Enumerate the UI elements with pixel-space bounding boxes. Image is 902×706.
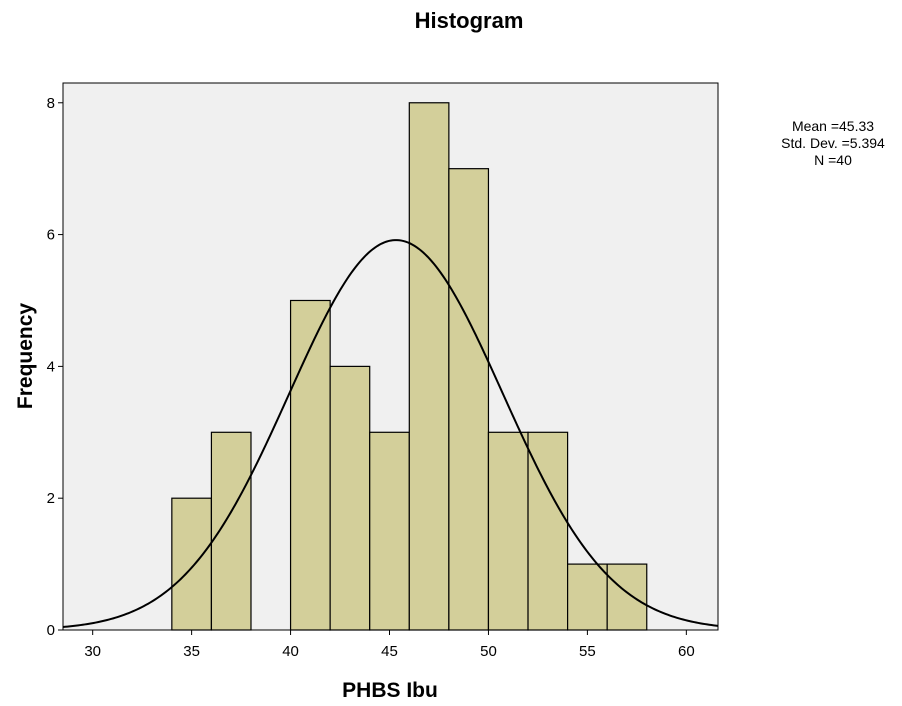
histogram-bar	[408, 102, 450, 631]
x-tick-label: 50	[480, 643, 497, 660]
histogram-bar	[369, 431, 410, 631]
histogram-bar	[487, 431, 529, 631]
histogram-bars	[171, 102, 648, 631]
y-axis: 0 2 4 6 8	[47, 95, 63, 639]
histogram-bar	[567, 563, 608, 631]
normal-distribution-curve	[62, 239, 719, 628]
x-tick-label: 35	[183, 643, 200, 660]
histogram-bar	[289, 299, 331, 631]
stat-n: N =40	[814, 152, 852, 168]
y-axis-label: Frequency	[14, 303, 37, 410]
stat-std-dev: Std. Dev. =5.394	[781, 135, 885, 151]
x-tick-label: 40	[282, 643, 299, 660]
y-tick-label: 8	[47, 95, 55, 112]
histogram-bar	[606, 563, 648, 631]
x-tick-label: 55	[579, 643, 596, 660]
stat-mean: Mean =45.33	[792, 118, 874, 134]
histogram-bar	[210, 431, 252, 631]
histogram-bar	[171, 497, 213, 631]
x-tick-label: 45	[381, 643, 398, 660]
x-axis: 30 35 40 45 50 55 60	[84, 630, 695, 660]
x-tick-label: 30	[84, 643, 101, 660]
y-tick-label: 2	[47, 490, 55, 507]
chart-title: Histogram	[415, 8, 524, 33]
y-tick-label: 4	[47, 358, 55, 375]
y-tick-label: 0	[47, 622, 55, 639]
statistics-summary: Mean =45.33 Std. Dev. =5.394 N =40	[781, 118, 885, 168]
y-tick-label: 6	[47, 227, 55, 244]
histogram-bar	[329, 365, 371, 631]
x-tick-label: 60	[678, 643, 695, 660]
histogram-bar	[527, 431, 569, 631]
histogram-bar	[448, 168, 490, 631]
x-axis-label: PHBS Ibu	[342, 679, 438, 702]
